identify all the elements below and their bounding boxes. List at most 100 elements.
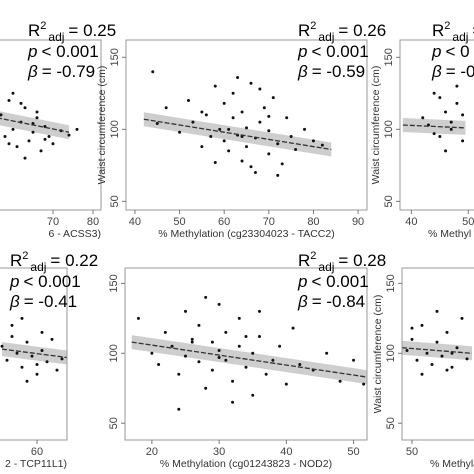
y-tick-label: 100 [108, 344, 120, 362]
data-point [10, 335, 14, 339]
data-point [31, 130, 35, 134]
data-point [415, 358, 419, 362]
x-axis-label: % Methylation [430, 458, 474, 470]
data-point [190, 337, 194, 341]
y-tick-label: 100 [385, 344, 397, 362]
data-point [276, 142, 280, 146]
x-tick-label: 30 [213, 446, 225, 458]
data-point [35, 362, 39, 366]
data-point [435, 309, 439, 313]
data-point [421, 116, 425, 120]
data-point [217, 302, 221, 306]
p-value: < 0.001 [311, 272, 368, 291]
data-point [264, 372, 268, 376]
data-point [444, 110, 448, 114]
beta-symbol: β [9, 292, 20, 311]
data-point [39, 149, 43, 153]
data-point [204, 295, 208, 299]
data-point [75, 127, 79, 131]
beta-stat: β = -0.79 [27, 62, 95, 81]
data-point [197, 360, 201, 364]
data-point [136, 316, 140, 320]
data-point [0, 344, 4, 348]
y-tick-label: 150 [108, 274, 120, 292]
data-point [43, 137, 47, 141]
beta-value: = -0.84 [312, 292, 365, 311]
plot-frame [125, 39, 368, 211]
data-point [224, 358, 228, 362]
data-point [178, 130, 182, 134]
data-point [249, 165, 253, 169]
r2-symbol: R [298, 251, 310, 270]
data-point [425, 351, 429, 355]
beta-symbol: β [431, 62, 442, 81]
data-point [210, 368, 214, 372]
data-point [35, 372, 39, 376]
p-value: < 0 [445, 42, 469, 61]
data-point [217, 355, 221, 359]
data-point [461, 113, 465, 117]
data-point [267, 152, 271, 156]
p-symbol: p [297, 42, 307, 61]
x-tick-label: 80 [87, 216, 99, 228]
beta-symbol: β [297, 62, 308, 81]
data-point [231, 91, 235, 95]
data-point [285, 116, 289, 120]
data-point [432, 132, 436, 136]
data-point [237, 344, 241, 348]
data-point [240, 159, 244, 163]
fit-line [0, 117, 70, 133]
r2-superscript: 2 [22, 250, 28, 262]
beta-symbol: β [297, 292, 308, 311]
data-point [258, 87, 262, 91]
x-tick-label: 80 [307, 216, 319, 228]
data-point [11, 127, 15, 131]
y-tick-label: 50 [383, 195, 395, 207]
data-point [3, 135, 7, 139]
data-point [465, 357, 469, 361]
data-point [440, 354, 444, 358]
p-symbol: p [9, 272, 19, 291]
data-point [284, 382, 288, 386]
r2-value: = 0.26 [338, 21, 386, 40]
data-point [258, 120, 262, 124]
r2-subscript: adj [452, 30, 468, 44]
r2-superscript: 2 [40, 20, 46, 32]
r2-subscript: adj [318, 260, 334, 274]
plot-frame [401, 267, 474, 441]
plot-area [0, 91, 79, 160]
data-point [276, 173, 280, 177]
y-tick-label: 150 [385, 274, 397, 292]
data-point [455, 346, 459, 350]
data-point [186, 99, 190, 103]
y-tick-label: 50 [385, 417, 397, 429]
r2-superscript: 2 [444, 20, 450, 32]
fit-line [402, 347, 473, 354]
x-tick-label: 50 [406, 446, 418, 458]
data-point [200, 145, 204, 149]
data-point [164, 106, 168, 110]
data-point [251, 351, 255, 355]
data-point [278, 344, 282, 348]
r2-subscript: adj [48, 30, 64, 44]
data-point [267, 129, 271, 133]
beta-stat: β = -0.59 [297, 62, 365, 81]
data-point [23, 106, 27, 110]
x-tick-label: 60 [31, 446, 43, 458]
r2-value: = 0.22 [50, 251, 98, 270]
plot-frame [0, 267, 68, 441]
data-point [213, 160, 217, 164]
x-tick-label: 40 [129, 216, 141, 228]
data-point [245, 126, 248, 130]
data-point [450, 351, 454, 355]
data-point [460, 316, 464, 320]
plot-frame [0, 39, 102, 211]
data-point [25, 340, 29, 344]
data-point [298, 362, 302, 366]
data-point [177, 372, 181, 376]
data-point [213, 84, 217, 88]
data-point [227, 127, 231, 131]
data-point [15, 351, 19, 355]
p-value: < 0.001 [41, 42, 98, 61]
data-point [15, 145, 19, 149]
